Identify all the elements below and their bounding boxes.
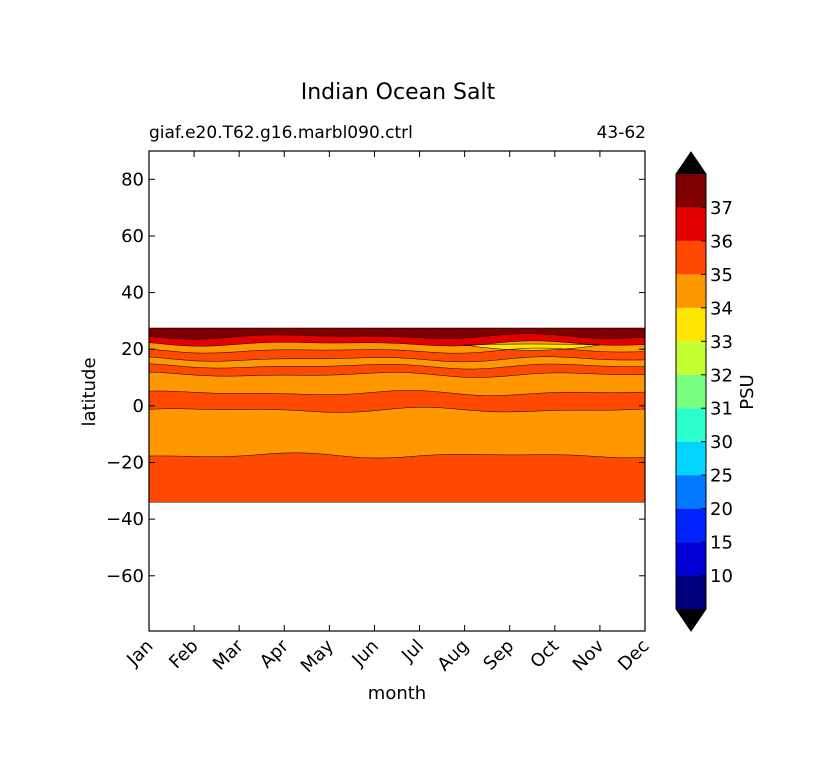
colorbar-tick-label: 32 (710, 365, 733, 386)
colorbar-tick-label: 25 (710, 466, 733, 487)
contour-line (149, 347, 645, 354)
contour-line (149, 356, 645, 363)
x-tick-label: Jun (348, 636, 383, 671)
salinity-band-2 (149, 390, 645, 413)
colorbar-segment (676, 575, 706, 609)
colorbar-outline (675, 151, 707, 632)
y-axis: 80 60 40 20 0 −20 −40 −60 (106, 169, 645, 587)
chart-subtitle-right: 43-62 (597, 123, 646, 143)
salinity-band-4 (149, 363, 645, 378)
x-tick-label: Aug (433, 636, 473, 676)
x-tick-label: Feb (165, 636, 202, 673)
salinity-band-0 (149, 452, 645, 503)
y-tick-label: 60 (121, 226, 144, 247)
contour-line (149, 390, 645, 396)
colorbar-segment (676, 542, 706, 576)
salinity-bands (149, 328, 645, 503)
colorbar-tick-label: 15 (710, 533, 733, 554)
y-tick-label: −20 (106, 453, 144, 474)
colorbar-segment (676, 207, 706, 241)
colorbar: 10 15 20 25 30 31 32 33 34 35 36 37 (675, 151, 733, 632)
salinity-band-6 (149, 348, 645, 362)
colorbar-segment (676, 441, 706, 476)
colorbar-extend-min (676, 609, 706, 631)
x-tick-label: Oct (526, 636, 563, 673)
colorbar-extend-max (676, 152, 706, 174)
y-axis-label: latitude (79, 357, 100, 426)
x-axis-label: month (368, 683, 426, 704)
salinity-band-1 (149, 407, 645, 458)
plot-frame (148, 150, 646, 632)
y-tick-label: 0 (133, 396, 144, 417)
colorbar-segment (676, 341, 706, 375)
y-tick-label: 40 (121, 283, 144, 304)
y-tick-label: 80 (121, 169, 144, 190)
colorbar-segment (676, 475, 706, 509)
y-tick-label: 20 (121, 339, 144, 360)
contour-line (149, 340, 645, 347)
contour-line (149, 452, 645, 459)
contour-line (149, 333, 645, 340)
contour-line (149, 371, 645, 378)
x-tick-label: Sep (479, 636, 518, 675)
x-tick-label: Jan (122, 636, 157, 671)
colorbar-label: PSU (737, 374, 758, 409)
colorbar-segment (676, 240, 706, 275)
x-tick-label: May (297, 635, 338, 676)
salinity-band-9 (149, 328, 645, 340)
salinity-band-8 (149, 333, 645, 347)
chart-title: Indian Ocean Salt (301, 80, 496, 105)
colorbar-tick-label: 20 (710, 499, 733, 520)
colorbar-tick-label: 37 (710, 198, 733, 219)
x-tick-label: Apr (256, 635, 293, 672)
colorbar-tick-label: 10 (710, 566, 733, 587)
colorbar-tick-label: 35 (710, 265, 733, 286)
contour-line (149, 363, 645, 370)
colorbar-segment (676, 508, 706, 543)
colorbar-segment (676, 307, 706, 342)
colorbar-segment (676, 374, 706, 409)
plot-area (148, 150, 646, 632)
colorbar-tick-label: 34 (710, 298, 733, 319)
colorbar-tick-label: 36 (710, 231, 733, 252)
colorbar-tick-label: 33 (710, 332, 733, 353)
y-tick-label: −40 (106, 509, 144, 530)
colorbar-segment (676, 408, 706, 442)
chart-subtitle-left: giaf.e20.T62.g16.marbl090.ctrl (149, 123, 413, 143)
x-tick-label: Dec (614, 636, 653, 675)
x-tick-label: Jul (397, 636, 428, 667)
salinity-band-5 (149, 356, 645, 369)
x-tick-label: Nov (569, 635, 609, 675)
colorbar-tick-label: 31 (710, 399, 733, 420)
x-tick-label: Mar (209, 635, 248, 674)
colorbar-tick-label: 30 (710, 432, 733, 453)
contour-line (149, 407, 645, 413)
colorbar-segment (676, 174, 706, 208)
contour-lines (149, 327, 645, 503)
colorbar-segment (676, 274, 706, 308)
salinity-band-3 (149, 372, 645, 396)
y-tick-label: −60 (106, 566, 144, 587)
